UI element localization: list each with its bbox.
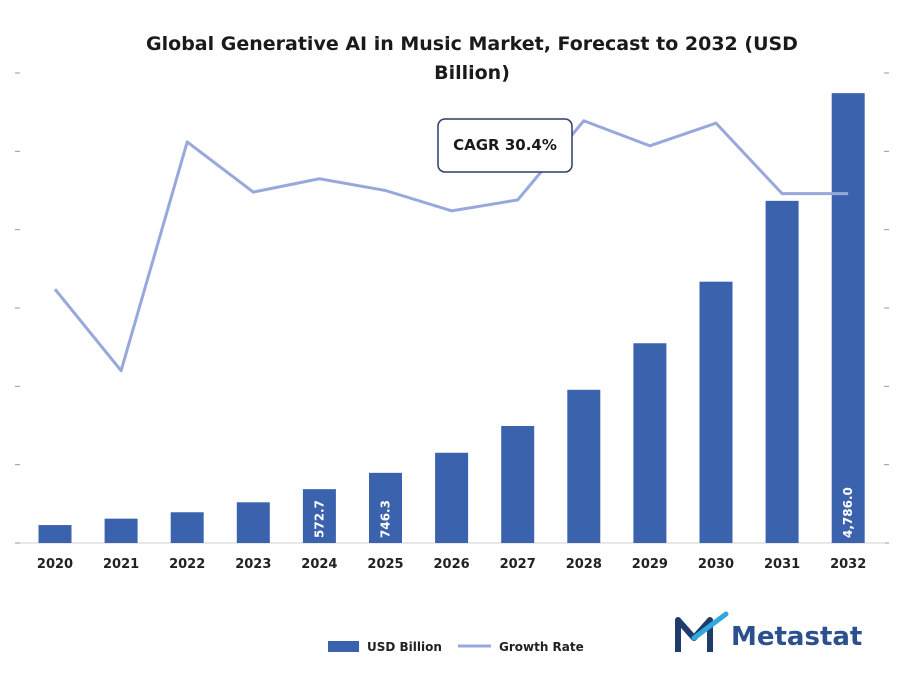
legend-swatch-usd-billion: [328, 641, 359, 652]
right-axis-ticks: [884, 72, 889, 544]
chart-title-line1: Global Generative AI in Music Market, Fo…: [146, 33, 798, 55]
x-tick-label: 2028: [566, 557, 602, 572]
x-tick-label: 2021: [103, 557, 139, 572]
bar-data-label: 746.3: [379, 500, 393, 538]
legend: USD Billion Growth Rate: [328, 640, 584, 654]
brand-name: Metastat: [731, 622, 862, 652]
bar-data-labels: 572.7 746.3 4,786.0: [312, 487, 855, 538]
bar-2023: [236, 502, 270, 543]
x-tick-label: 2020: [37, 557, 73, 572]
bar-2027: [501, 425, 535, 543]
cagr-annotation: CAGR 30.4%: [437, 118, 573, 173]
line-series-group: [53, 119, 849, 373]
x-tick-label: 2031: [764, 557, 800, 572]
bar-2024: [302, 489, 336, 543]
bar-series: [38, 93, 865, 543]
x-tick-label: 2029: [632, 557, 668, 572]
growth-rate-line: [53, 119, 849, 373]
bar-2028: [567, 389, 601, 543]
bar-2026: [435, 452, 469, 543]
legend-label-growth-rate: Growth Rate: [499, 640, 584, 654]
bar-2030: [699, 281, 733, 543]
bar-2031: [765, 200, 799, 543]
bar-2022: [170, 512, 204, 543]
metastat-m-logo-icon: [675, 611, 729, 652]
x-tick-label: 2024: [301, 557, 337, 572]
bar-2032: [831, 93, 865, 543]
chart-title-line2: Billion): [434, 62, 510, 84]
x-tick-label: 2026: [434, 557, 470, 572]
x-tick-label: 2030: [698, 557, 734, 572]
x-tick-label: 2027: [500, 557, 536, 572]
x-tick-label: 2032: [830, 557, 866, 572]
legend-label-usd-billion: USD Billion: [367, 640, 442, 654]
bar-2021: [104, 518, 138, 543]
bar-2029: [633, 343, 667, 543]
bar-data-label: 4,786.0: [841, 487, 855, 538]
cagr-label: CAGR 30.4%: [453, 136, 557, 154]
x-tick-label: 2025: [367, 557, 403, 572]
bar-2025: [369, 472, 402, 543]
bar-data-label: 572.7: [312, 500, 326, 538]
x-tick-label: 2023: [235, 557, 271, 572]
left-axis-ticks: [15, 72, 20, 544]
bar-2020: [38, 525, 72, 543]
cagr-box: [437, 118, 573, 173]
x-tick-label: 2022: [169, 557, 205, 572]
metastat-logo: Metastat: [675, 611, 862, 652]
x-tick-labels: 2020 2021 2022 2023 2024 2025 2026 2027 2028 2029…: [37, 557, 866, 572]
